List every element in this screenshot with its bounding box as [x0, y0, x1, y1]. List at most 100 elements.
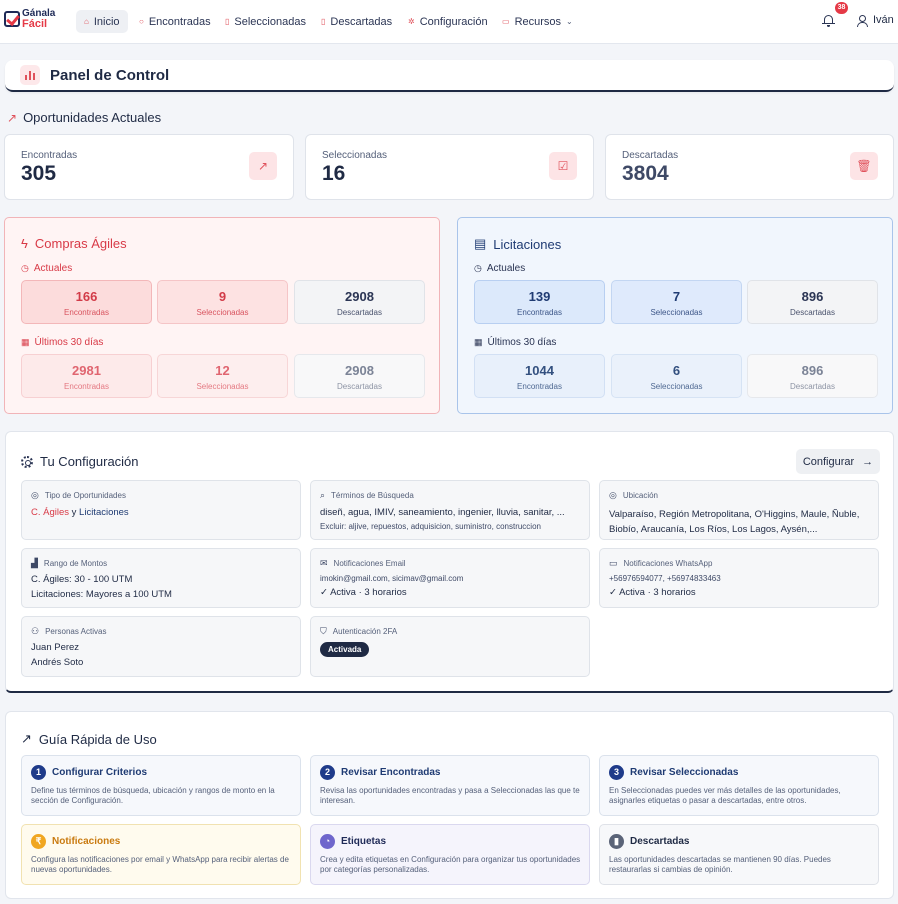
check-square-icon: ☑	[549, 152, 577, 180]
compras-agiles-panel: ϟ Compras Ágiles ◷ Actuales 166 Encontradas…	[4, 217, 440, 414]
config-personas[interactable]: ⚇ Personas Activas Juan Perez Andrés Soto	[21, 616, 301, 677]
bar-chart-icon: ▟	[31, 558, 38, 568]
compras-last30-encontradas[interactable]: 2981 Encontradas	[21, 354, 152, 398]
logo-line-1: Gánala	[22, 8, 56, 19]
gear-icon: ✲	[408, 17, 415, 26]
compras-current-seleccionadas[interactable]: 9 Seleccionadas	[157, 280, 288, 324]
mini-value: 166	[75, 289, 98, 304]
licitaciones-last30-descartadas[interactable]: 896 Descartadas	[747, 354, 878, 398]
config-terminos[interactable]: ⌕ Términos de Búsqueda diseñ, agua, IMIV,…	[310, 480, 590, 540]
search-icon: ○	[139, 17, 144, 26]
licitaciones-current-encontradas[interactable]: 139 Encontradas	[474, 280, 605, 324]
document-icon: ▤	[474, 236, 487, 251]
guide-card-title: Notificaciones	[52, 836, 121, 847]
mini-value: 896	[801, 289, 824, 304]
mini-value: 896	[801, 363, 824, 378]
stat-label: Seleccionadas	[322, 150, 388, 161]
home-icon: ⌂	[84, 17, 89, 26]
nav-label: Seleccionadas	[234, 15, 306, 28]
nav-recursos[interactable]: ▭ Recursos ⌄	[494, 10, 581, 33]
licitaciones-current-seleccionadas[interactable]: 7 Seleccionadas	[611, 280, 742, 324]
bell-icon[interactable]	[822, 14, 836, 28]
mini-label: Encontradas	[517, 382, 562, 391]
subheading-text: Actuales	[33, 263, 73, 274]
licitaciones-last30-encontradas[interactable]: 1044 Encontradas	[474, 354, 605, 398]
cell-label: Notificaciones WhatsApp	[623, 559, 713, 568]
nav-seleccionadas[interactable]: ▯ Seleccionadas	[217, 10, 314, 33]
book-icon: ▭	[502, 17, 510, 26]
licitaciones-last30-seleccionadas[interactable]: 6 Seleccionadas	[611, 354, 742, 398]
app-logo[interactable]: Gánala Fácil	[4, 8, 56, 30]
config-tipo[interactable]: ◎ Tipo de Oportunidades C. Ágiles y Licit…	[21, 480, 301, 540]
cell-status: ✓ Activa · 3 horarios	[609, 587, 696, 598]
section-title: Tu Configuración	[21, 454, 139, 469]
nav-configuracion[interactable]: ✲ Configuración	[400, 10, 496, 33]
nav-label: Descartadas	[330, 15, 393, 28]
nav-label: Recursos	[514, 15, 562, 28]
cell-value: diseñ, agua, IMIV, saneamiento, ingenier…	[320, 507, 565, 518]
quick-guide-section: ↗ Guía Rápida de Uso 1 Configurar Criterio…	[5, 711, 894, 899]
user-icon	[857, 14, 868, 27]
mini-value: 1044	[525, 363, 554, 378]
cell-status: ✓ Activa · 3 horarios	[320, 587, 407, 598]
config-ubicacion[interactable]: ◎ Ubicación Valparaíso, Región Metropolit…	[599, 480, 879, 540]
guide-card-descartadas[interactable]: ▮ Descartadas Las oportunidades descartad…	[599, 824, 879, 885]
stat-card-descartadas[interactable]: Descartadas 3804 🗑	[605, 134, 894, 200]
compras-current-encontradas[interactable]: 166 Encontradas	[21, 280, 152, 324]
nav-inicio[interactable]: ⌂ Inicio	[76, 10, 128, 33]
config-email[interactable]: ✉ Notificaciones Email imokin@gmail.com, …	[310, 548, 590, 608]
arrow-right-icon: →	[862, 455, 874, 468]
subheading-text: Actuales	[486, 263, 526, 274]
nav-label: Encontradas	[148, 15, 211, 28]
guide-card-etiquetas[interactable]: ◔ Etiquetas Crea y edita etiquetas en Con…	[310, 824, 590, 885]
user-menu[interactable]: Iván	[857, 14, 894, 27]
mini-value: 2908	[345, 289, 374, 304]
tipo-joiner: y	[69, 507, 80, 518]
nav-encontradas[interactable]: ○ Encontradas	[131, 10, 219, 33]
configurar-button[interactable]: Configurar →	[796, 449, 880, 474]
config-whatsapp[interactable]: ▭ Notificaciones WhatsApp +56976594077, +…	[599, 548, 879, 608]
step-number: 3	[609, 765, 624, 780]
config-rango[interactable]: ▟ Rango de Montos C. Ágiles: 30 - 100 UTM…	[21, 548, 301, 608]
section-title: ↗ Guía Rápida de Uso	[21, 731, 157, 747]
config-2fa[interactable]: ⛉ Autenticación 2FA Activada	[310, 616, 590, 677]
licitaciones-current-descartadas[interactable]: 896 Descartadas	[747, 280, 878, 324]
compras-last30-seleccionadas[interactable]: 12 Seleccionadas	[157, 354, 288, 398]
guide-card-title: Configurar Criterios	[52, 767, 148, 778]
mini-label: Seleccionadas	[196, 382, 249, 391]
person-name: Juan Perez	[31, 642, 80, 653]
guide-card-criterios[interactable]: 1 Configurar Criterios Define tus término…	[21, 755, 301, 816]
guide-card-desc: Define tus términos de búsqueda, ubicaci…	[31, 786, 275, 805]
button-label: Configurar	[802, 455, 855, 468]
cell-label: Notificaciones Email	[333, 559, 406, 568]
guide-card-seleccionadas[interactable]: 3 Revisar Seleccionadas En Seleccionadas …	[599, 755, 879, 816]
stat-value: 16	[322, 162, 346, 185]
guide-card-encontradas[interactable]: 2 Revisar Encontradas Revisa las oportuni…	[310, 755, 590, 816]
page-header: Panel de Control	[5, 60, 894, 92]
compras-last30-descartadas[interactable]: 2908 Descartadas	[294, 354, 425, 398]
cell-line2: Licitaciones: Mayores a 100 UTM	[31, 589, 172, 600]
stat-label: Descartadas	[622, 150, 679, 161]
shield-icon: ⛉	[320, 626, 327, 636]
mini-label: Descartadas	[790, 382, 835, 391]
guide-card-title: Etiquetas	[341, 836, 387, 847]
stat-value: 3804	[622, 162, 669, 185]
mini-label: Seleccionadas	[650, 382, 703, 391]
nav-label: Inicio	[93, 15, 120, 28]
guide-card-notificaciones[interactable]: ₹ Notificaciones Configura las notificaci…	[21, 824, 301, 885]
section-title-text: Guía Rápida de Uso	[38, 731, 157, 747]
subheading-current: ◷ Actuales	[474, 263, 525, 274]
top-navbar: Gánala Fácil ⌂ Inicio ○ Encontradas ▯ Selec…	[0, 0, 898, 44]
person-name: Andrés Soto	[31, 657, 84, 668]
compras-current-descartadas[interactable]: 2908 Descartadas	[294, 280, 425, 324]
stat-card-seleccionadas[interactable]: Seleccionadas 16 ☑	[305, 134, 594, 200]
licitaciones-panel: ▤ Licitaciones ◷ Actuales 139 Encontradas 7…	[457, 217, 893, 414]
step-number: 2	[320, 765, 335, 780]
stat-card-encontradas[interactable]: Encontradas 305 ↗	[4, 134, 294, 200]
coin-icon: ₹	[31, 834, 46, 849]
clock-icon: ◷	[21, 263, 29, 273]
section-title-text: Tu Configuración	[40, 454, 139, 469]
guide-card-title: Descartadas	[630, 836, 690, 847]
step-number: 1	[31, 765, 46, 780]
nav-descartadas[interactable]: ▯ Descartadas	[313, 10, 400, 33]
